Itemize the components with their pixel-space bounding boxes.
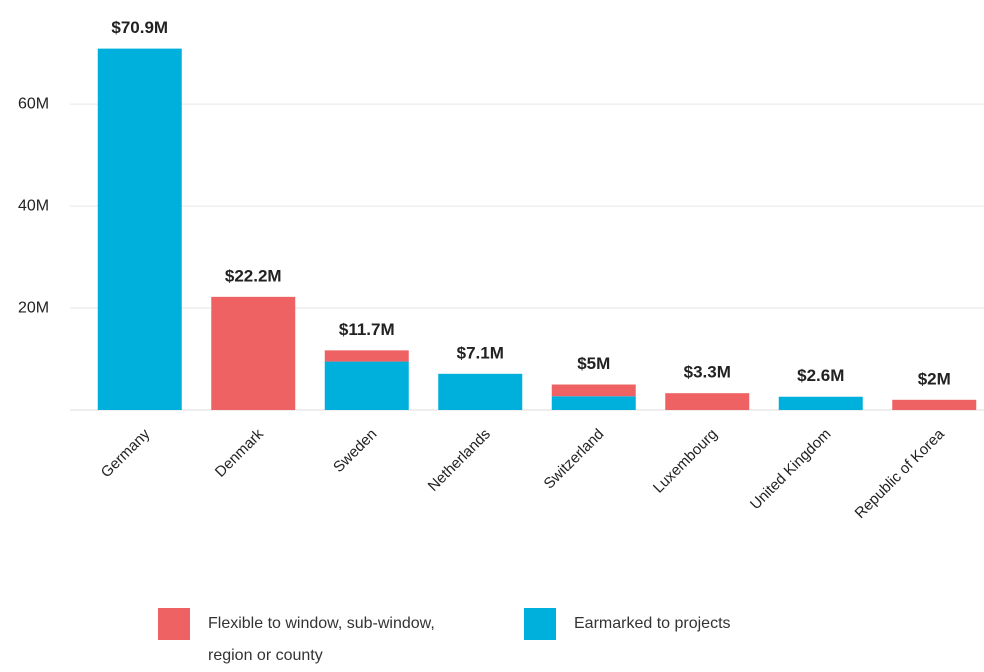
legend-item: Flexible to window, sub-window, region o… xyxy=(158,608,448,672)
total-label: $2.6M xyxy=(797,366,844,385)
chart: 20M 40M 60M $70.9M Germany $22.2M Denmark $11.7… xyxy=(18,18,984,522)
bar-segment xyxy=(324,361,409,410)
bar-segment xyxy=(778,396,863,410)
x-tick-label: Switzerland xyxy=(541,426,608,493)
y-tick-label: 20M xyxy=(18,299,49,316)
x-tick-label: Sweden xyxy=(330,426,380,476)
legend-item: Earmarked to projects xyxy=(524,608,814,640)
legend-label: Flexible to window, sub-window, region o… xyxy=(208,615,435,664)
bar-segment xyxy=(665,393,750,410)
bar-segment xyxy=(551,396,636,410)
total-label: $5M xyxy=(577,354,610,373)
total-label: $7.1M xyxy=(457,343,504,362)
total-label: $11.7M xyxy=(339,320,395,339)
x-tick-label: Denmark xyxy=(212,425,267,480)
bar-segment xyxy=(551,384,636,397)
total-label: $3.3M xyxy=(684,363,731,382)
total-label: $2M xyxy=(918,369,951,388)
legend-swatch xyxy=(524,608,556,640)
bar-segment xyxy=(97,48,182,411)
x-tick-label: Netherlands xyxy=(425,426,494,495)
legend-label: Earmarked to projects xyxy=(574,615,731,632)
bar-segment xyxy=(324,350,409,362)
bar-segment xyxy=(211,296,296,410)
y-tick-label: 40M xyxy=(18,197,49,214)
total-label: $22.2M xyxy=(225,266,282,285)
legend-swatch xyxy=(158,608,190,640)
x-tick-label: Germany xyxy=(98,425,154,481)
x-tick-label: Republic of Korea xyxy=(852,425,949,522)
x-tick-label: Luxembourg xyxy=(650,426,721,497)
bar-segment xyxy=(438,373,523,410)
y-tick-label: 60M xyxy=(18,95,49,112)
total-label: $70.9M xyxy=(111,18,168,37)
x-tick-label: United Kingdom xyxy=(747,426,834,513)
bar-segment xyxy=(892,399,977,410)
